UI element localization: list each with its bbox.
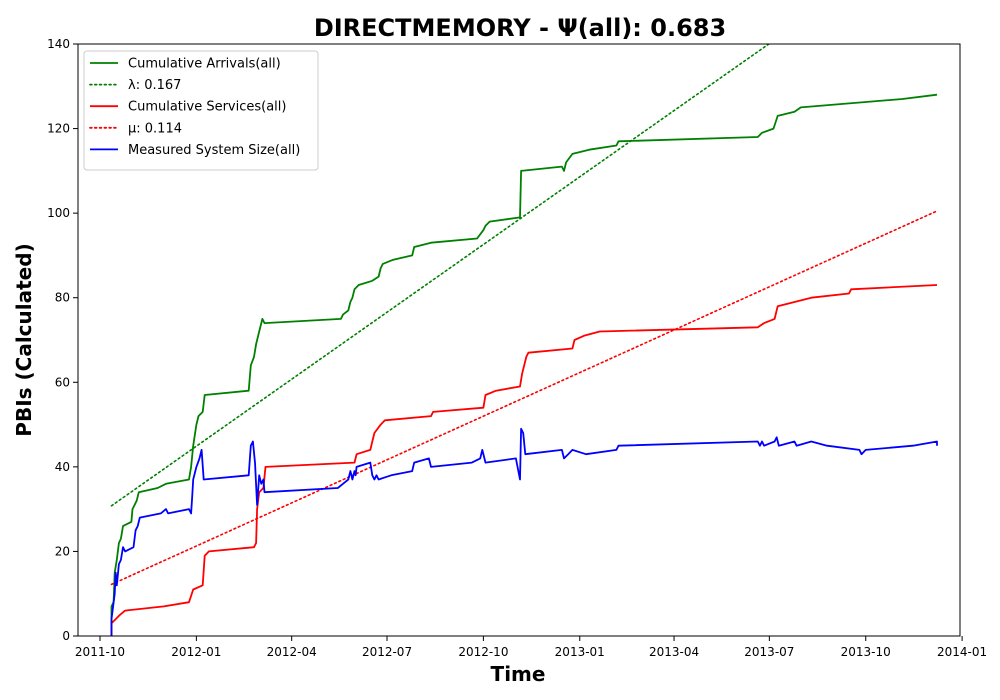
x-tick-label-3: 2012-07 [362,645,412,659]
x-axis-title: Time [491,662,546,686]
axes-frame [77,43,961,637]
legend-label-4: Measured System Size(all) [128,143,300,158]
y-tick-label-3: 60 [55,375,70,389]
y-tick-label-1: 20 [55,544,70,558]
y-tick-label-6: 120 [47,122,70,136]
legend-label-2: Cumulative Services(all) [128,100,286,115]
series-line-0 [110,93,938,636]
series-line-3 [110,210,938,586]
y-tick-label-7: 140 [47,37,70,51]
x-tick-label-8: 2013-10 [841,645,891,659]
legend-label-3: μ: 0.114 [128,121,182,136]
legend-box [83,50,319,171]
y-axis-title: PBIs (Calculated) [12,243,36,436]
y-tick-label-0: 0 [62,629,70,643]
plot-area: 2011-10 2012-01 2012-04 2012-07 2012-10 2013-… [47,37,987,659]
series-line-1 [110,44,771,507]
x-tick-label-9: 2014-01 [937,645,987,659]
x-tick-label-5: 2013-01 [555,645,605,659]
y-tick-label-4: 80 [55,291,70,305]
legend: Cumulative Arrivals(all) λ: 0.167 Cumulati… [83,50,319,171]
x-tick-label-2: 2012-04 [267,645,317,659]
y-tick-label-5: 100 [47,206,70,220]
chart-title: DIRECTMEMORY - Ψ(all): 0.683 [314,14,726,42]
x-tick-label-7: 2013-07 [744,645,794,659]
series-line-2 [110,284,938,636]
x-tick-label-1: 2012-01 [171,645,221,659]
series-line-4 [110,427,938,636]
x-tick-label-0: 2011-10 [75,645,125,659]
legend-label-0: Cumulative Arrivals(all) [128,57,281,72]
x-tick-label-4: 2012-10 [458,645,508,659]
y-tick-label-2: 40 [55,460,70,474]
legend-label-1: λ: 0.167 [128,78,181,93]
x-tick-label-6: 2013-04 [649,645,699,659]
